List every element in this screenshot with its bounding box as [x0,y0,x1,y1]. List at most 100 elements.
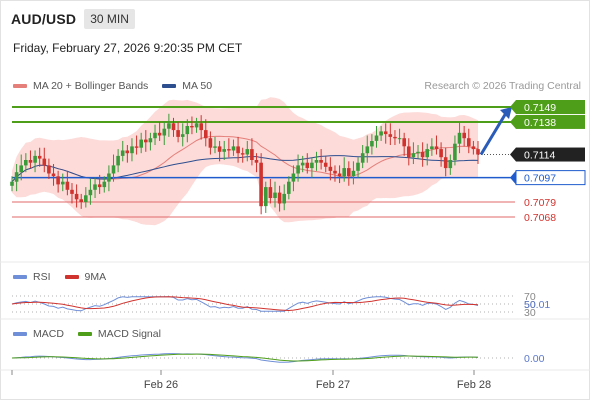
bearish-candle [240,153,245,155]
bearish-candle [134,146,139,148]
rsi-level-label: 70 [524,291,536,303]
bullish-candle [411,153,416,158]
ma50-swatch [162,84,177,88]
x-tick-label: Feb 26 [144,379,178,391]
bullish-candle [370,141,374,147]
candles [10,113,480,215]
x-tick-label: Feb 27 [316,379,350,391]
bearish-candle [42,158,47,166]
bullish-candle [448,160,453,169]
bearish-candle [333,170,337,174]
bullish-candle [148,138,153,143]
price-label-resistance: 0.7138 [524,117,556,129]
bearish-candle [157,132,162,136]
macd-signal-swatch [77,332,92,336]
bearish-candle [97,184,102,188]
bullish-candle [245,149,250,155]
bullish-candle [19,165,23,173]
bearish-candle [171,123,176,131]
bullish-candle [213,146,217,148]
bearish-candle [383,131,388,135]
legend-rsi-ma: 9MA [64,271,107,283]
bullish-candle [342,168,346,177]
bullish-candle [457,132,462,144]
bullish-candle [14,172,19,182]
bearish-candle [65,181,70,190]
forecast-arrow-head [500,107,512,119]
bullish-candle [300,162,305,166]
pivot-label-pointer [510,170,516,185]
bearish-candle [277,192,282,204]
bullish-candle [416,151,420,154]
legend-macd-label: MACD [33,328,64,340]
bearish-candle [467,138,471,147]
price-label-resistance: 0.7149 [524,102,556,114]
rsi-legend: RSI 9MA [13,271,120,283]
x-tick-label: Feb 28 [457,379,491,391]
bullish-candle [61,181,65,185]
bullish-candle [84,195,88,203]
bearish-candle [337,173,342,177]
bearish-candle [74,193,79,200]
bullish-candle [379,131,383,136]
bullish-candle [107,173,111,182]
price-label-pivot: 0.7097 [524,173,556,185]
bullish-candle [102,181,107,188]
bullish-candle [264,187,268,207]
bearish-candle [199,123,203,131]
bearish-candle [402,138,406,147]
bullish-candle [273,192,277,198]
current-label-pointer [510,147,516,162]
credit-label: Research © 2026 Trading Central [424,80,581,92]
bullish-candle [93,184,97,190]
bearish-candle [125,150,130,154]
bullish-candle [33,155,37,163]
resistance-label-pointer [510,114,516,129]
price-label-support: 0.7068 [524,212,556,224]
legend-rsi-ma-label: 9MA [84,271,107,283]
legend-macd-signal-label: MACD Signal [97,328,161,340]
bearish-candle [407,146,411,158]
bullish-candle [167,123,171,129]
bearish-candle [190,126,194,128]
forecast-arrow-shaft [479,112,508,156]
bearish-candle [208,138,213,148]
bullish-candle [310,162,314,169]
bearish-candle [420,151,425,158]
bearish-candle [476,149,480,155]
bullish-candle [314,160,319,163]
legend-ma50: MA 50 [162,80,212,92]
bearish-candle [323,162,328,167]
bullish-candle [360,153,365,163]
bearish-candle [347,168,351,177]
bullish-candle [231,146,236,151]
legend-ma20: MA 20 + Bollinger Bands [13,80,148,92]
rsi-current-label: 50.01 [524,299,550,311]
legend-rsi-label: RSI [33,271,51,283]
bearish-candle [47,165,51,174]
legend-macd-signal: MACD Signal [77,328,161,340]
rsi-ma-swatch [64,275,79,279]
bearish-candle [462,132,466,139]
bearish-candle [37,155,42,159]
current-label-bg [516,147,585,162]
bearish-candle [393,136,397,139]
bullish-candle [24,160,28,166]
legend-macd: MACD [13,328,64,340]
bullish-candle [153,132,157,139]
bearish-candle [176,130,180,137]
interval-badge[interactable]: 30 MIN [84,9,135,29]
bearish-candle [70,189,74,194]
resistance-label-pointer [510,100,516,114]
chart-header: AUD/USD 30 MIN [11,8,135,30]
bullish-candle [296,165,300,174]
bearish-candle [217,146,222,152]
bullish-candle [116,155,120,166]
symbol-title[interactable]: AUD/USD [11,11,77,27]
bullish-candle [397,138,402,140]
rsi-ma-line [11,296,479,312]
macd-line [11,353,479,363]
bullish-candle [356,162,360,171]
macd-current-label: 0.00 [524,353,545,365]
